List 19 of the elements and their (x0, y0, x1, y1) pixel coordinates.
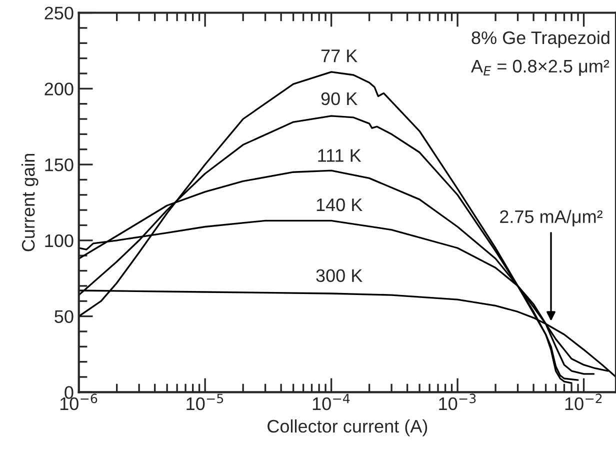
annotation: 2.75 mA/μm² (500, 210, 603, 226)
y-tick-label: 200 (44, 82, 74, 96)
y-tick-label: 150 (45, 158, 74, 172)
annotation: A$_{E}$ = 0.8×2.5 μm² (471, 60, 610, 76)
x-tick-label: 10$^{−2}$ (565, 394, 602, 410)
series-label: 90 K (321, 92, 358, 106)
x-tick-label: 10$^{−3}$ (439, 394, 476, 410)
series-label: 111 K (318, 149, 362, 162)
y-tick-label: 50 (54, 310, 74, 323)
x-axis-title: Collector current (A) (268, 419, 428, 436)
series-label: 77 K (321, 50, 358, 62)
y-axis-title: Current gain (21, 154, 38, 252)
series-label: 300 K (316, 269, 362, 282)
annotation: 8% Ge Trapezoid (472, 30, 610, 48)
x-tick-label: 10$^{−4}$ (312, 394, 350, 410)
x-tick-label: 10$^{−5}$ (186, 394, 224, 410)
y-tick-label: 250 (44, 6, 74, 20)
y-tick-label: 100 (45, 234, 74, 248)
series-label: 140 K (316, 198, 362, 212)
